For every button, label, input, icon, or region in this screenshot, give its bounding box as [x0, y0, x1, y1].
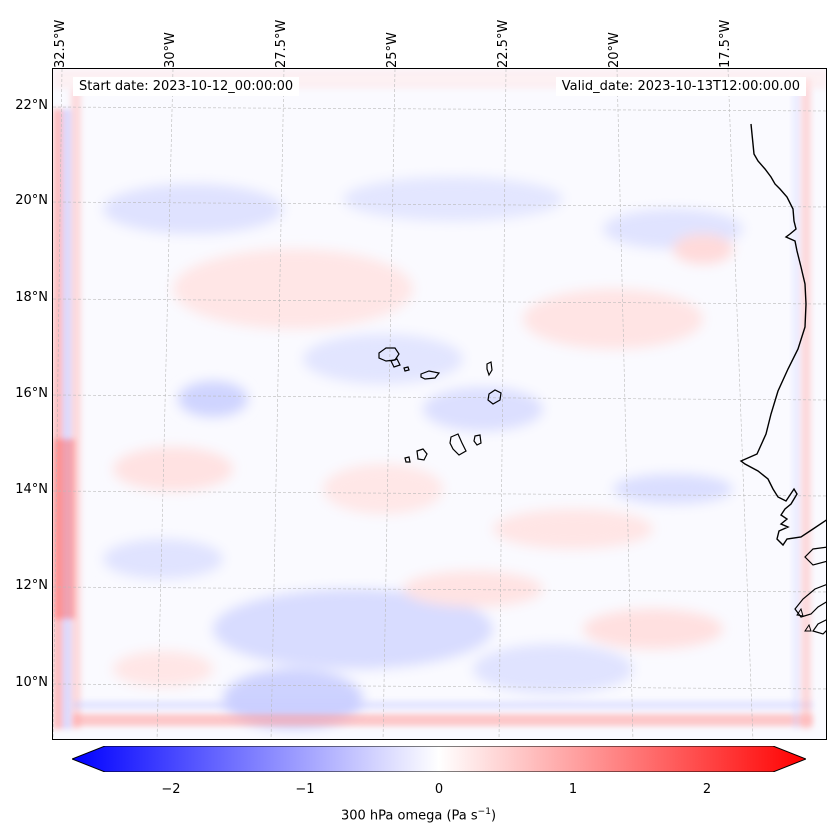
island-brava: [404, 456, 411, 463]
lat-label: 12°N: [15, 578, 48, 593]
coastline-west-africa: [739, 123, 826, 547]
colorbar-tick-label: 1: [568, 782, 578, 797]
island-santa-luzia: [403, 366, 410, 372]
colorbar-tick-label: −1: [295, 782, 315, 797]
island-maio: [473, 434, 482, 446]
boundary-artifacts: [53, 69, 826, 729]
lat-gridline: [53, 683, 826, 690]
colorbar-tick-label: 2: [702, 782, 712, 797]
colorbar: [72, 746, 806, 772]
island-santo-antao: [378, 347, 400, 362]
map-frame: Start date: 2023-10-12_00:00:00 Valid_da…: [52, 68, 827, 740]
lon-label: 32.5°W: [53, 19, 68, 68]
lon-label: 17.5°W: [718, 19, 733, 68]
colorbar-tick-label: −2: [161, 782, 181, 797]
lon-label: 22.5°W: [496, 19, 511, 68]
lat-gridline: [53, 106, 826, 112]
colorbar-tick-label: 0: [434, 782, 444, 797]
coastline-bijagos: [796, 607, 812, 632]
lon-label: 30°W: [163, 32, 178, 68]
lon-label: 27.5°W: [274, 19, 289, 68]
lon-label: 20°W: [607, 32, 622, 68]
lon-gridline: [498, 69, 507, 739]
lat-gridline: [53, 201, 826, 208]
lat-gridline: [53, 298, 826, 305]
lon-label: 25°W: [385, 32, 400, 68]
lat-gridline: [53, 394, 826, 401]
lat-label: 22°N: [15, 98, 48, 113]
lon-gridline: [270, 69, 285, 739]
lon-gridline: [156, 69, 174, 739]
start-date-label: Start date: 2023-10-12_00:00:00: [73, 77, 300, 96]
valid-date-label: Valid_date: 2023-10-13T12:00:00.00: [555, 77, 806, 96]
lat-gridline: [53, 490, 826, 497]
lon-gridline: [53, 69, 63, 739]
graticule: [53, 69, 826, 739]
cape-verde-islands: [378, 347, 502, 463]
island-sal: [486, 361, 493, 377]
colorbar-label: 300 hPa omega (Pa s−1): [340, 807, 497, 824]
lat-gridline: [53, 586, 826, 593]
lon-gridline: [616, 69, 634, 739]
colorbar-body: [72, 746, 806, 772]
lon-gridline: [727, 69, 754, 739]
omega-field-map: [53, 69, 826, 739]
lat-label: 14°N: [15, 482, 48, 497]
lat-label: 18°N: [15, 290, 48, 305]
lat-label: 20°N: [15, 193, 48, 208]
island-fogo: [416, 448, 428, 461]
island-sao-vicente: [390, 358, 401, 368]
island-boa-vista: [487, 389, 502, 405]
island-santiago: [449, 433, 467, 456]
island-sao-nicolau: [420, 370, 441, 380]
lat-label: 10°N: [15, 675, 48, 690]
lon-gridline: [382, 69, 396, 739]
lat-label: 16°N: [15, 386, 48, 401]
